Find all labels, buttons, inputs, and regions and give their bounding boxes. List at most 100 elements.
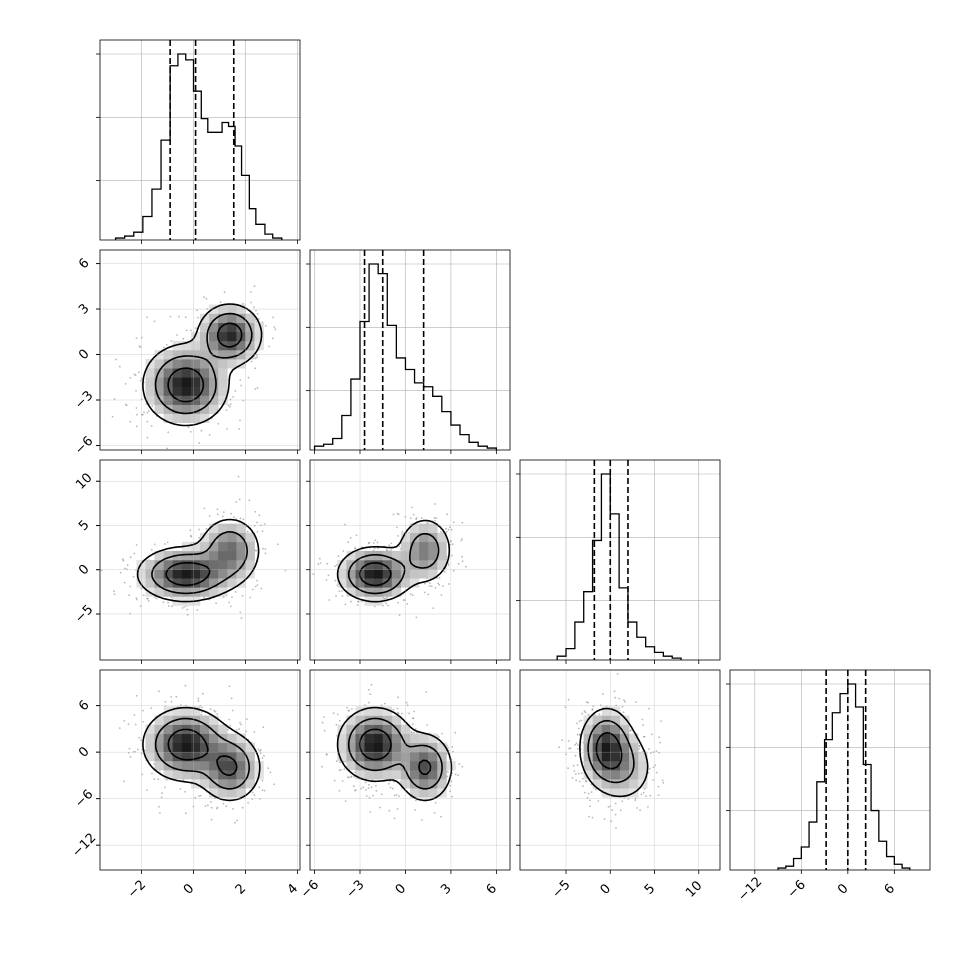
scatter-1-3-xtick-label: −6 [298, 877, 322, 901]
scatter-1-2-point [452, 521, 455, 524]
hist-1 [306, 250, 510, 450]
scatter-0-2-point [139, 605, 142, 608]
scatter-1-2-point [449, 526, 451, 529]
scatter-0-1-density-bin [200, 331, 210, 342]
scatter-0-1-density-bin [227, 313, 237, 323]
scatter-0-3-point [175, 695, 178, 698]
scatter-1-3-density-bin [346, 733, 356, 743]
scatter-0-3-density-bin [227, 742, 237, 753]
scatter-0-3-density-bin [190, 706, 201, 716]
scatter-2-3-point [571, 777, 574, 779]
scatter-2-3-point [658, 736, 660, 739]
scatter-1-3-density-bin [391, 760, 402, 771]
scatter-0-1-density-bin [172, 368, 183, 378]
scatter-0-1-ytick-label: 6 [76, 256, 92, 272]
scatter-1-3-point [413, 710, 416, 713]
scatter-1-2-point [428, 585, 431, 587]
scatter-0-2-point [264, 552, 267, 555]
scatter-2-3-density-bin [592, 760, 603, 771]
scatter-1-3-density-bin [437, 751, 447, 762]
scatter-1-3-density-bin [428, 770, 438, 780]
scatter-0-2-density-bin [245, 550, 255, 561]
scatter-1-2-point [427, 593, 430, 596]
scatter-0-1-point [255, 320, 258, 323]
scatter-2-3-point [574, 743, 576, 746]
scatter-2-3-point [579, 733, 581, 736]
scatter-0-2-point [216, 513, 219, 516]
scatter-1-3-point [438, 736, 440, 738]
scatter-2-3-point [613, 690, 616, 693]
scatter-0-1-point [198, 442, 201, 444]
scatter-2-3-point [649, 767, 651, 770]
scatter-0-2-contour-1 [136, 518, 260, 603]
scatter-1-2-point [433, 517, 436, 519]
scatter-0-2-ytick-label: 5 [76, 518, 92, 534]
scatter-2-3-point [587, 792, 590, 795]
scatter-0-3-point [197, 699, 200, 702]
scatter-1-3-density-bin [410, 751, 420, 762]
scatter-1-2-density-bin [346, 560, 356, 570]
scatter-1-3-xtick-label: 0 [393, 881, 409, 897]
scatter-1-3-density-bin [364, 742, 374, 753]
scatter-2-3-point [594, 788, 597, 791]
scatter-0-1-density-bin [227, 359, 237, 369]
scatter-2-3-point [634, 799, 637, 801]
scatter-1-3-point [326, 753, 328, 756]
scatter-0-1-point [254, 388, 257, 390]
scatter-1-3-density-bin [382, 760, 393, 771]
scatter-0-1-density-bin [209, 322, 219, 333]
scatter-2-3-point [643, 735, 646, 738]
scatter-1-2-point [446, 513, 449, 516]
scatter-1-3-density-bin [346, 760, 356, 771]
scatter-0-2-density-bin [190, 560, 201, 570]
scatter-0-3-density-bin [200, 760, 210, 771]
scatter-1-2-density-bin [346, 587, 356, 597]
scatter-1-3-point [434, 801, 437, 804]
scatter-0-1-density-bin [218, 359, 228, 369]
scatter-0-2-density-bin [163, 587, 173, 597]
scatter-1-2-point [349, 537, 352, 539]
scatter-0-3-contour-3 [167, 728, 238, 776]
scatter-0-2-density-bin [218, 541, 228, 552]
scatter-0-1-point [138, 371, 140, 374]
scatter-1-2-point [342, 550, 345, 552]
scatter-0-1-point [256, 312, 259, 315]
scatter-1-3-density-bin [373, 760, 383, 771]
scatter-1-3-contour-1 [336, 706, 453, 802]
scatter-0-3-density-bin [245, 779, 255, 789]
scatter-0-1-point [264, 325, 267, 327]
scatter-0-1-point [146, 316, 148, 319]
scatter-0-1-density-bin [209, 386, 219, 396]
scatter-0-1-density-bin [181, 386, 192, 396]
scatter-1-3-point [433, 812, 436, 814]
scatter-0-1-point [115, 358, 117, 361]
scatter-2-3-point [621, 800, 624, 803]
scatter-0-1-point [254, 357, 257, 360]
scatter-0-3-density-bin [181, 751, 192, 762]
scatter-0-1-density-bin [181, 368, 192, 378]
scatter-0-2-density-bin [200, 587, 210, 597]
scatter-0-3-density-bin [190, 733, 201, 743]
scatter-1-3-point [454, 731, 457, 734]
scatter-0-3-density-bin [227, 788, 237, 798]
scatter-0-1-point [229, 405, 231, 408]
scatter-0-1-point [141, 336, 143, 339]
scatter-2-3-point [582, 778, 584, 780]
scatter-2-3-point [584, 780, 587, 782]
scatter-0-2-density-bin [218, 560, 228, 570]
scatter-0-1-density-bin [145, 359, 155, 369]
scatter-1-2-density-bin [410, 532, 420, 543]
scatter-0-3-point [261, 789, 264, 791]
scatter-1-2-point [327, 574, 330, 577]
scatter-0-1-density-bin [163, 386, 173, 396]
scatter-0-1-density-bin [172, 386, 183, 396]
scatter-2-3-point [638, 748, 641, 750]
scatter-1-2-point [460, 539, 463, 542]
scatter-0-3-density-bin [181, 770, 192, 780]
scatter-1-3-point [332, 712, 335, 715]
scatter-0-3-density-bin [218, 770, 228, 780]
scatter-1-2-point [440, 531, 442, 533]
scatter-0-2-point [198, 536, 201, 539]
scatter-0-3-point [200, 713, 203, 716]
scatter-1-3-point [405, 701, 408, 704]
